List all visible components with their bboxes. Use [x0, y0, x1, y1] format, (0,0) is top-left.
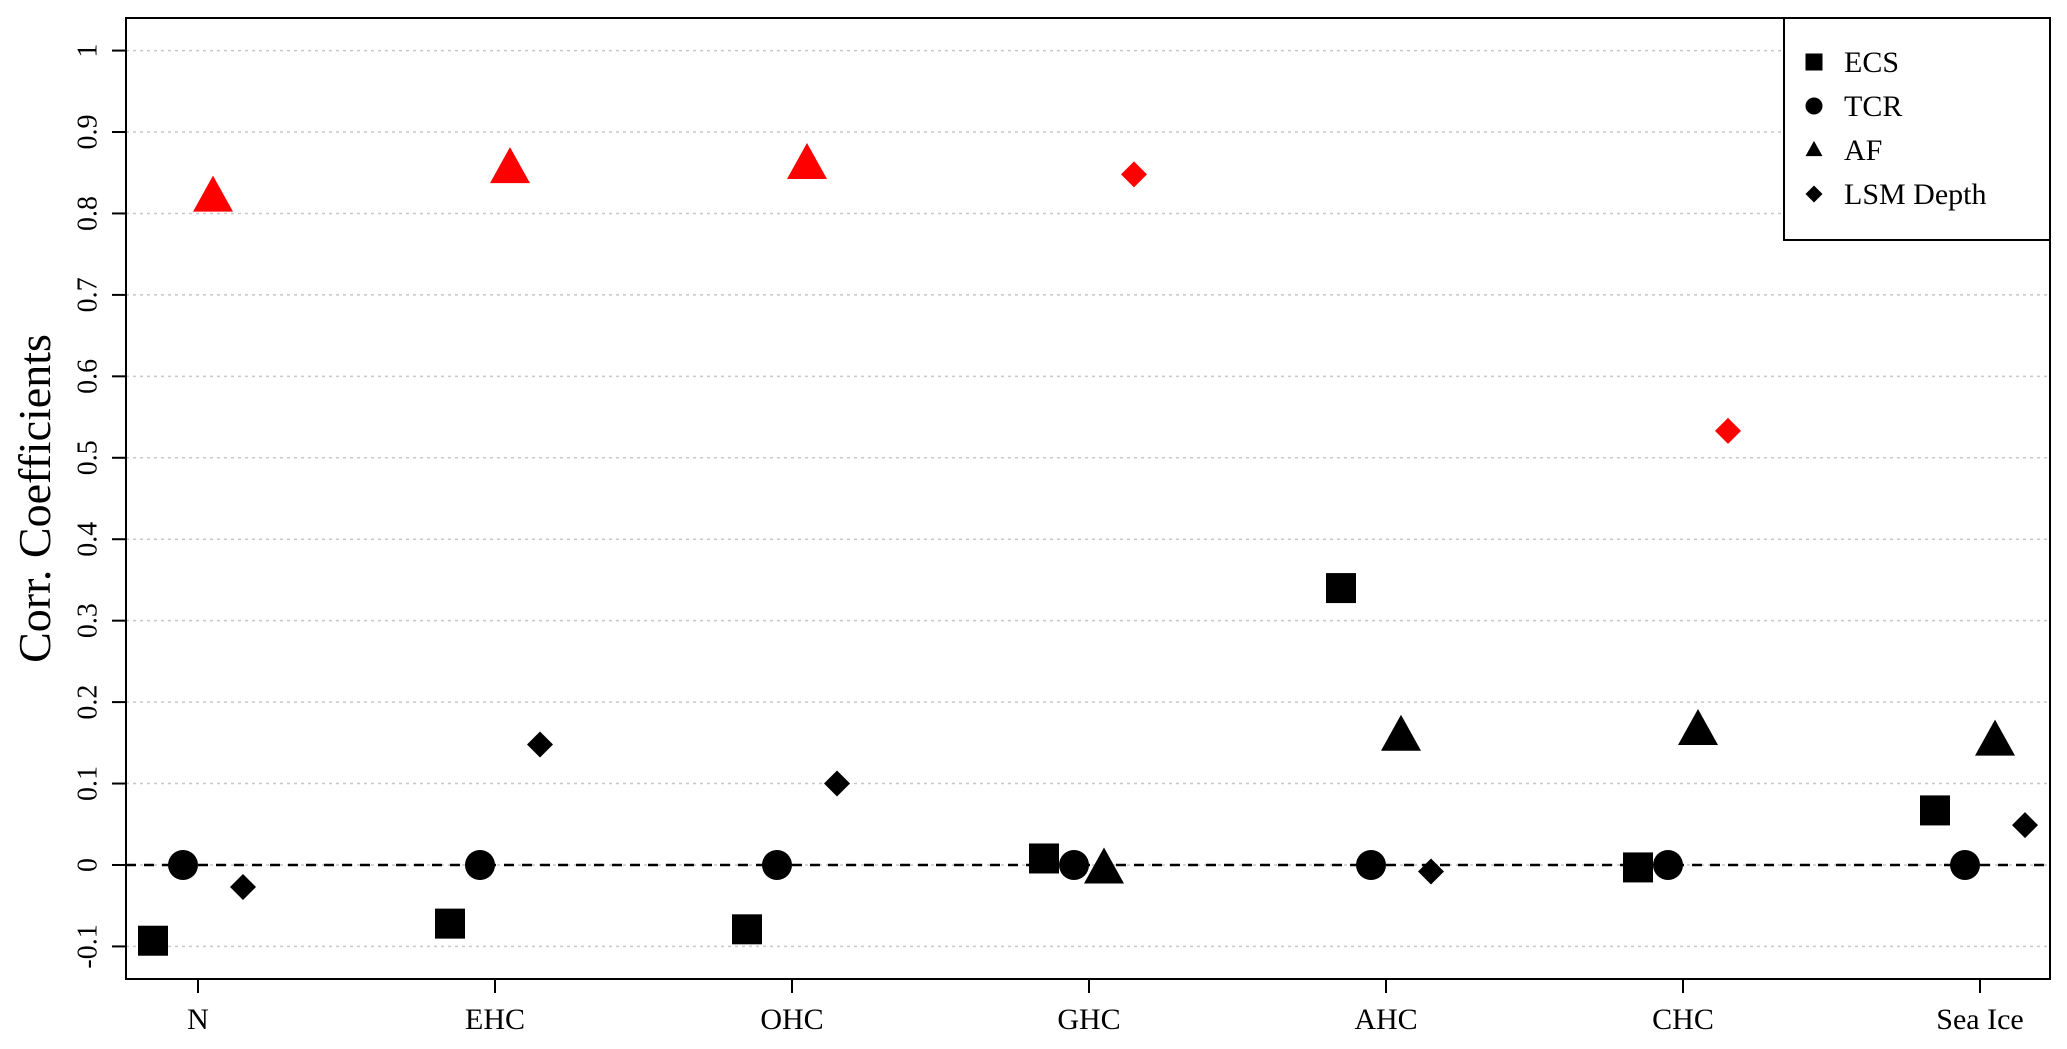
legend: ECS TCR AF LSM Depth: [1783, 17, 2051, 241]
lsm-depth-point: [2012, 812, 2038, 839]
tcr-point: [1356, 849, 1386, 880]
y-axis-label: Corr. Coefficients: [9, 334, 60, 663]
data-points: [138, 142, 2038, 956]
tcr-point: [1653, 849, 1683, 880]
lsm-depth-point: [1715, 417, 1741, 444]
legend-square-icon: [1805, 53, 1823, 71]
tcr-point: [762, 849, 792, 880]
x-category-label: CHC: [1652, 1003, 1714, 1036]
x-category-label: GHC: [1057, 1003, 1120, 1036]
legend-entry-label: AF: [1844, 134, 1882, 167]
ecs-point: [138, 925, 168, 956]
y-tick-label: 0.1: [72, 766, 103, 801]
af-point: [490, 147, 530, 184]
legend-triangle-icon: [1805, 140, 1823, 157]
af-point: [193, 175, 233, 212]
tcr-point: [1950, 849, 1980, 880]
af-point: [1381, 714, 1421, 751]
y-tick-label: 0.6: [72, 359, 103, 394]
ecs-point: [1326, 573, 1356, 604]
tcr-point: [168, 849, 198, 880]
af-point: [1084, 847, 1124, 884]
y-tick-label: 0.7: [72, 277, 103, 312]
y-tick-label: 0.5: [72, 440, 103, 475]
y-tick-label: 0.3: [72, 603, 103, 638]
ecs-point: [732, 914, 762, 945]
ecs-point: [1623, 852, 1653, 883]
y-tick-label: 0.8: [72, 196, 103, 231]
x-category-label: OHC: [760, 1003, 823, 1036]
legend-circle-icon: [1805, 97, 1823, 115]
legend-entry-label: TCR: [1844, 90, 1902, 123]
x-category-label: EHC: [465, 1003, 525, 1036]
lsm-depth-point: [527, 731, 553, 758]
af-point: [787, 142, 827, 179]
lsm-depth-point: [824, 770, 850, 797]
tcr-point: [1059, 849, 1089, 880]
y-tick-label: 0.2: [72, 685, 103, 720]
y-tick-label: 0.9: [72, 115, 103, 150]
y-axis: -0.1 0 0.1 0.2 0.3 0.4 0.5 0.6 0.7 0.8 0.9 1: [72, 44, 126, 969]
grid-lines: [126, 49, 2050, 948]
legend-diamond-icon: [1805, 185, 1823, 203]
legend-box: [1783, 17, 2051, 241]
y-tick-label: 0.4: [72, 522, 103, 557]
lsm-depth-point: [1121, 161, 1147, 188]
af-point: [1678, 709, 1718, 746]
ecs-point: [1029, 843, 1059, 874]
x-axis: N EHC OHC GHC AHC CHC Sea Ice: [187, 979, 2024, 1036]
ecs-point: [435, 908, 465, 939]
lsm-depth-point: [1418, 858, 1444, 885]
lsm-depth-point: [230, 873, 256, 900]
tcr-point: [465, 849, 495, 880]
legend-entry-label: LSM Depth: [1844, 178, 1987, 211]
y-tick-label: -0.1: [72, 924, 103, 968]
y-tick-label: 0: [72, 858, 103, 872]
x-category-label: AHC: [1354, 1003, 1417, 1036]
ecs-point: [1920, 795, 1950, 826]
y-tick-label: 1: [72, 44, 103, 58]
af-point: [1975, 719, 2015, 756]
legend-entry-label: ECS: [1844, 46, 1899, 79]
plot-frame: [125, 17, 2051, 980]
x-category-label: Sea Ice: [1936, 1003, 2023, 1036]
x-category-label: N: [187, 1003, 209, 1036]
